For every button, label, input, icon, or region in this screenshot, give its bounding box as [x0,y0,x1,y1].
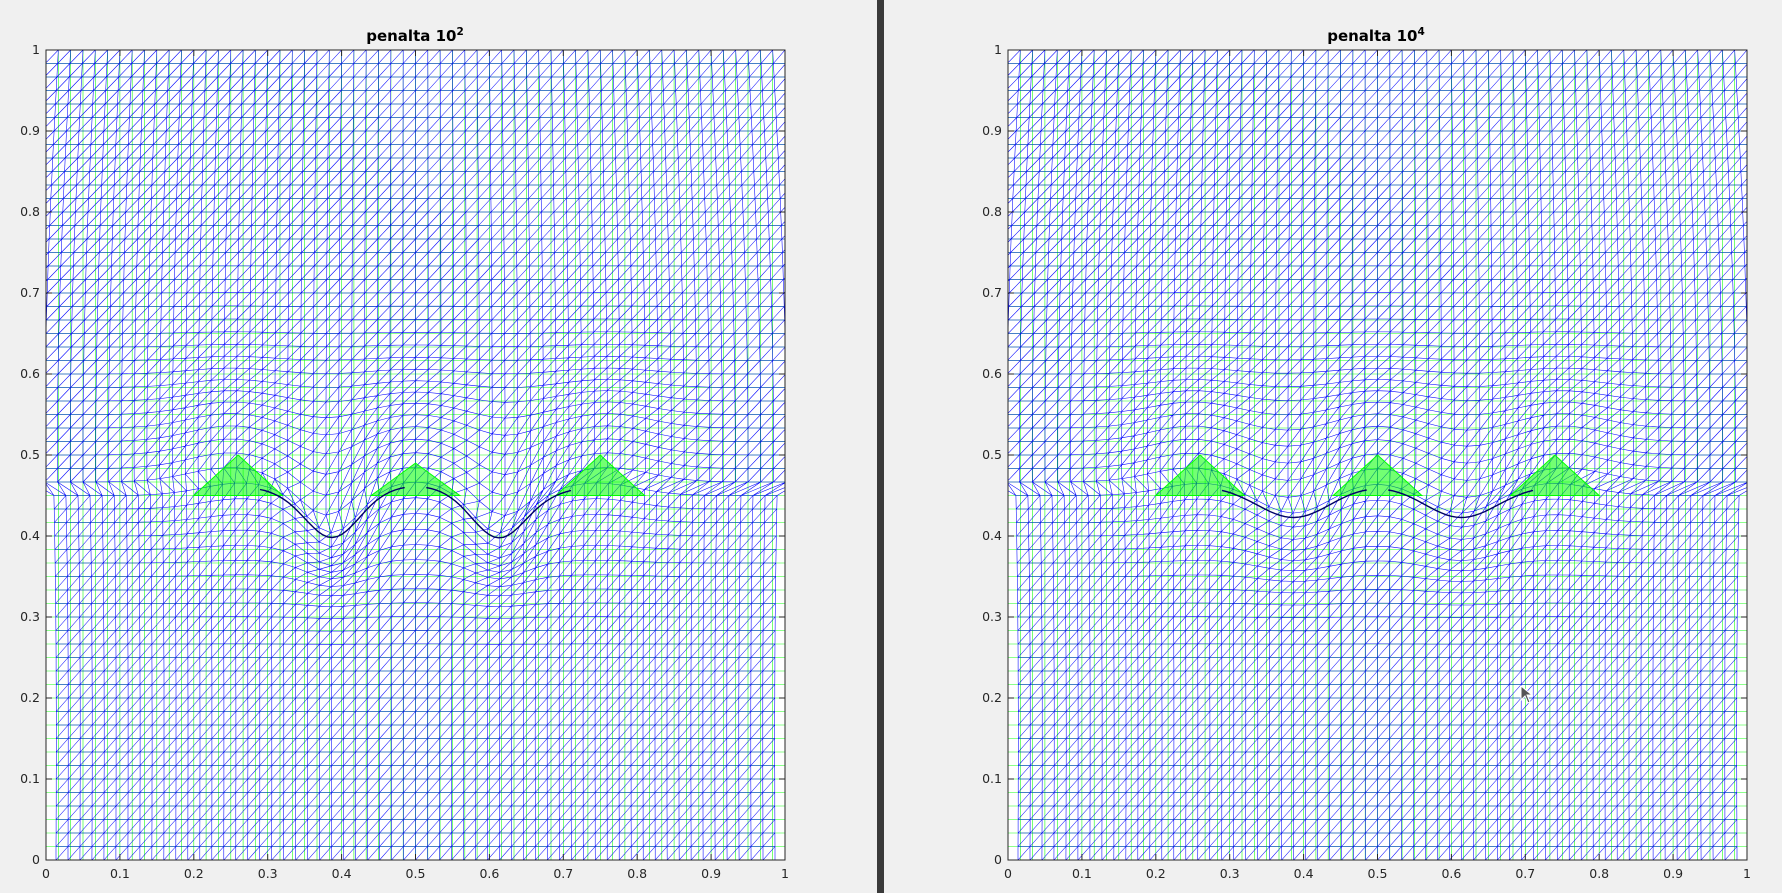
plot-title-right: penalta 104 [1327,26,1425,45]
y-tick-label-0-1: 0.1 [20,771,40,786]
mesh-plot-right[interactable]: penalta 104 0 0.1 0.2 0.3 0.4 0.5 0.6 0.7 0.8 0.9… [884,0,1782,893]
y-tick-label-1-6: 0.6 [982,366,1002,381]
y-tick-label-1-3: 0.3 [982,609,1002,624]
y-tick-label-0-3: 0.3 [20,609,40,624]
figure-panel-left: penalta 102 0 0.1 0.2 0.3 0.4 0.5 0.6 0.7 0.8 0.9… [0,0,877,893]
y-tick-label-1-1: 0.1 [982,771,1002,786]
x-tick-label-0-0: 0 [42,866,50,881]
x-tick-label-0-6: 0.6 [479,866,499,881]
y-tick-label-0-10: 1 [32,42,40,57]
x-tick-label-0-1: 0.1 [110,866,130,881]
x-tick-label-1-8: 0.8 [1589,866,1609,881]
y-tick-label-1-2: 0.2 [982,690,1002,705]
x-tick-label-0-7: 0.7 [553,866,573,881]
y-tick-label-0-2: 0.2 [20,690,40,705]
x-tick-label-0-9: 0.9 [701,866,721,881]
y-tick-label-1-10: 1 [994,42,1002,57]
obstacle-0-2 [554,454,646,496]
x-tick-label-0-4: 0.4 [332,866,352,881]
mouse-cursor-icon [1520,685,1534,704]
x-tick-label-1-3: 0.3 [1220,866,1240,881]
x-tick-label-1-6: 0.6 [1441,866,1461,881]
x-tick-label-1-10: 1 [1743,866,1751,881]
x-tick-label-1-4: 0.4 [1294,866,1314,881]
figure-panel-right: penalta 104 0 0.1 0.2 0.3 0.4 0.5 0.6 0.7 0.8 0.9… [884,0,1782,893]
y-tick-label-0-6: 0.6 [20,366,40,381]
y-tick-label-0-8: 0.8 [20,204,40,219]
x-tick-label-0-10: 1 [781,866,789,881]
obstacle-1-0 [1154,454,1246,496]
contact-curve-1-1 [1388,489,1534,519]
contact-curve-1-0 [1221,489,1367,519]
window-divider[interactable] [877,0,884,893]
x-tick-label-0-8: 0.8 [627,866,647,881]
mesh-group-0 [46,50,785,860]
plot-title-left: penalta 102 [366,26,464,45]
mesh-plot-left[interactable]: penalta 102 0 0.1 0.2 0.3 0.4 0.5 0.6 0.7 0.8 0.9… [0,0,877,893]
x-tick-label-0-3: 0.3 [258,866,278,881]
x-tick-label-0-5: 0.5 [406,866,426,881]
y-tick-label-1-9: 0.9 [982,123,1002,138]
y-tick-label-1-5: 0.5 [982,447,1002,462]
x-tick-label-1-5: 0.5 [1368,866,1388,881]
obstacle-0-1 [369,462,462,496]
y-tick-label-1-7: 0.7 [982,285,1002,300]
y-tick-label-0-4: 0.4 [20,528,40,543]
x-tick-label-0-2: 0.2 [184,866,204,881]
contact-curve-0-1 [426,486,572,539]
mesh-group-1 [1008,50,1747,860]
x-tick-label-1-9: 0.9 [1663,866,1683,881]
x-tick-label-1-0: 0 [1004,866,1012,881]
y-tick-label-0-0: 0 [32,852,40,867]
y-tick-label-0-5: 0.5 [20,447,40,462]
x-tick-label-1-2: 0.2 [1146,866,1166,881]
y-tick-label-1-4: 0.4 [982,528,1002,543]
x-tick-label-1-1: 0.1 [1072,866,1092,881]
obstacle-0-0 [192,454,284,496]
y-tick-label-1-8: 0.8 [982,204,1002,219]
obstacle-1-1 [1331,454,1424,496]
deformed-mesh-0 [46,50,785,860]
y-tick-label-1-0: 0 [994,852,1002,867]
obstacle-1-2 [1509,454,1601,496]
x-tick-label-1-7: 0.7 [1515,866,1535,881]
y-tick-label-0-7: 0.7 [20,285,40,300]
deformed-mesh-1 [1008,50,1747,860]
contact-curve-0-0 [259,486,405,539]
y-tick-label-0-9: 0.9 [20,123,40,138]
